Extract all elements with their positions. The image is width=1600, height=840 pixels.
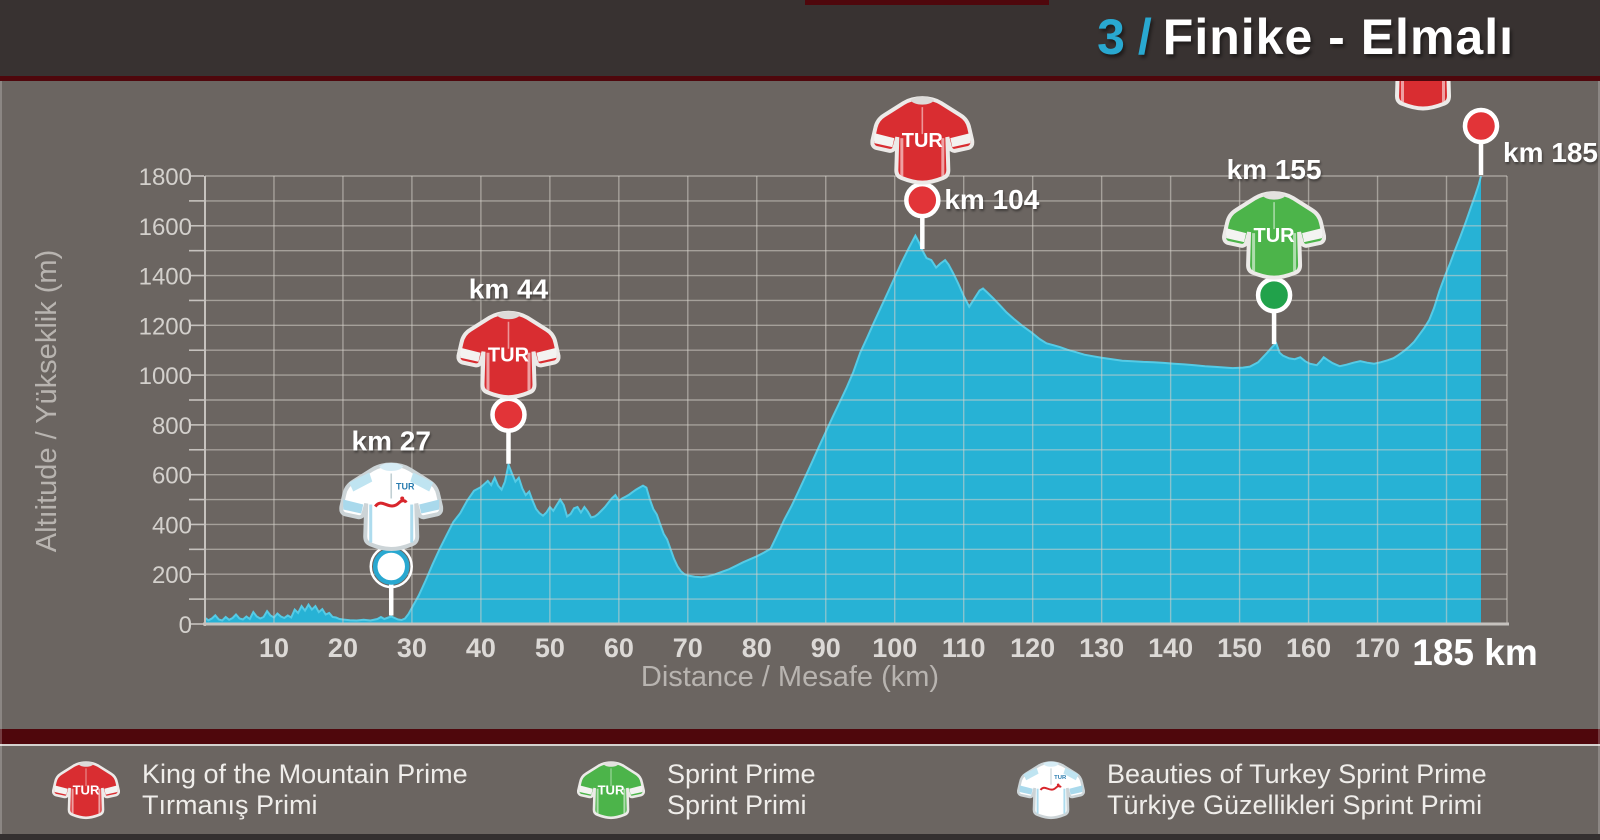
header-divider bbox=[0, 76, 1600, 81]
panel-left-edge bbox=[0, 81, 2, 834]
gridlines bbox=[205, 175, 1508, 624]
x-tick-label: 20 bbox=[328, 633, 358, 663]
legend-item-sprint: Sprint Prime Sprint Primi bbox=[577, 746, 816, 834]
x-tick-label: 140 bbox=[1148, 633, 1193, 663]
x-tick-label: 40 bbox=[466, 633, 496, 663]
x-tick-label: 130 bbox=[1079, 633, 1124, 663]
total-distance-label: 185 km bbox=[1412, 632, 1538, 673]
jersey-icon-white bbox=[339, 461, 444, 552]
x-tick-label: 90 bbox=[811, 633, 841, 663]
sprint-jersey-icon bbox=[577, 759, 645, 821]
legend-sprint-line1: Sprint Prime bbox=[667, 759, 816, 789]
marker-distance-label: km 104 bbox=[944, 184, 1039, 215]
marker-distance-label: km 44 bbox=[469, 274, 549, 305]
legend-top-band bbox=[0, 729, 1600, 744]
x-tick-label: 160 bbox=[1286, 633, 1331, 663]
marker-km-27: km 27 bbox=[339, 426, 444, 616]
x-tick-label: 120 bbox=[1010, 633, 1055, 663]
y-tick-label: 400 bbox=[152, 512, 192, 539]
legend-kom-line1: King of the Mountain Prime bbox=[142, 759, 468, 789]
y-tick-label: 1400 bbox=[139, 264, 192, 291]
marker-km-44: km 44 bbox=[456, 274, 561, 464]
elevation-chart: TUR TUR bbox=[31, 81, 1598, 693]
marker-dot bbox=[1255, 276, 1293, 314]
y-tick-label: 600 bbox=[152, 463, 192, 490]
y-tick-label: 1800 bbox=[139, 164, 192, 191]
marker-dot bbox=[490, 396, 527, 433]
y-tick-label: 1000 bbox=[139, 363, 192, 390]
x-tick-label: 50 bbox=[535, 633, 565, 663]
marker-distance-label: km 27 bbox=[352, 426, 431, 457]
legend-beauties-line2: Türkiye Güzellikleri Sprint Primi bbox=[1107, 790, 1483, 820]
stage-name: Finike - Elmalı bbox=[1162, 9, 1514, 65]
legend-sprint-line2: Sprint Primi bbox=[667, 790, 807, 820]
marker-distance-label: km 155 bbox=[1227, 154, 1322, 185]
marker-dot bbox=[372, 548, 410, 585]
y-tick-label: 1200 bbox=[139, 313, 192, 340]
y-tick-label: 200 bbox=[152, 562, 192, 589]
kom-jersey-icon bbox=[52, 759, 120, 821]
marker-dot bbox=[1462, 107, 1500, 145]
jersey-icon-red bbox=[456, 309, 561, 400]
legend-item-beauties: Beauties of Turkey Sprint Prime Türkiye … bbox=[1017, 746, 1487, 834]
legend-item-kom: King of the Mountain Prime Tırmanış Prim… bbox=[52, 746, 468, 834]
legend-beauties-line1: Beauties of Turkey Sprint Prime bbox=[1107, 759, 1487, 789]
legend: King of the Mountain Prime Tırmanış Prim… bbox=[0, 746, 1600, 834]
x-tick-label: 10 bbox=[259, 633, 289, 663]
marker-km-185: km 185 bbox=[1371, 81, 1598, 175]
marker-km-104: km 104 bbox=[870, 94, 1040, 250]
marker-distance-label: km 185 bbox=[1503, 137, 1598, 168]
jersey-icon-red bbox=[870, 94, 975, 185]
y-axis-title: Altıitude / Yükseklik (m) bbox=[31, 250, 63, 552]
marker-dot bbox=[904, 181, 941, 219]
stage-separator: / bbox=[1137, 9, 1153, 65]
x-tick-label: 150 bbox=[1217, 633, 1262, 663]
y-tick-label: 1600 bbox=[139, 214, 192, 241]
stage-title: 3/Finike - Elmalı bbox=[1097, 8, 1514, 66]
x-tick-label: 60 bbox=[604, 633, 634, 663]
panel-right-edge bbox=[1598, 81, 1600, 834]
y-tick-label: 0 bbox=[179, 612, 192, 639]
y-tick-label: 800 bbox=[152, 413, 192, 440]
elevation-chart-panel: TUR TUR bbox=[0, 81, 1600, 729]
x-tick-label: 110 bbox=[942, 633, 986, 663]
x-tick-label: 70 bbox=[673, 633, 703, 663]
x-tick-label: 170 bbox=[1355, 633, 1400, 663]
stage-number: 3 bbox=[1097, 9, 1126, 65]
bottom-strip bbox=[0, 834, 1600, 840]
top-accent-bar bbox=[805, 0, 1049, 5]
jersey-icon-red bbox=[1371, 81, 1475, 111]
header: 3/Finike - Elmalı bbox=[0, 0, 1600, 76]
x-tick-label: 30 bbox=[397, 633, 427, 663]
axes bbox=[189, 175, 1509, 626]
legend-kom-line2: Tırmanış Primi bbox=[142, 790, 318, 820]
x-tick-label: 100 bbox=[872, 633, 917, 663]
marker-km-155: km 155 bbox=[1222, 154, 1327, 345]
legend-top-band-underline bbox=[0, 744, 1600, 746]
x-axis-title: Distance / Mesafe (km) bbox=[641, 661, 939, 693]
beauties-jersey-icon bbox=[1017, 759, 1085, 821]
x-tick-label: 80 bbox=[742, 633, 772, 663]
axis-tick-labels: 0 200 400 600 800 1000 1200 1400 1600 1800 10 20 30 4… bbox=[31, 164, 1538, 693]
